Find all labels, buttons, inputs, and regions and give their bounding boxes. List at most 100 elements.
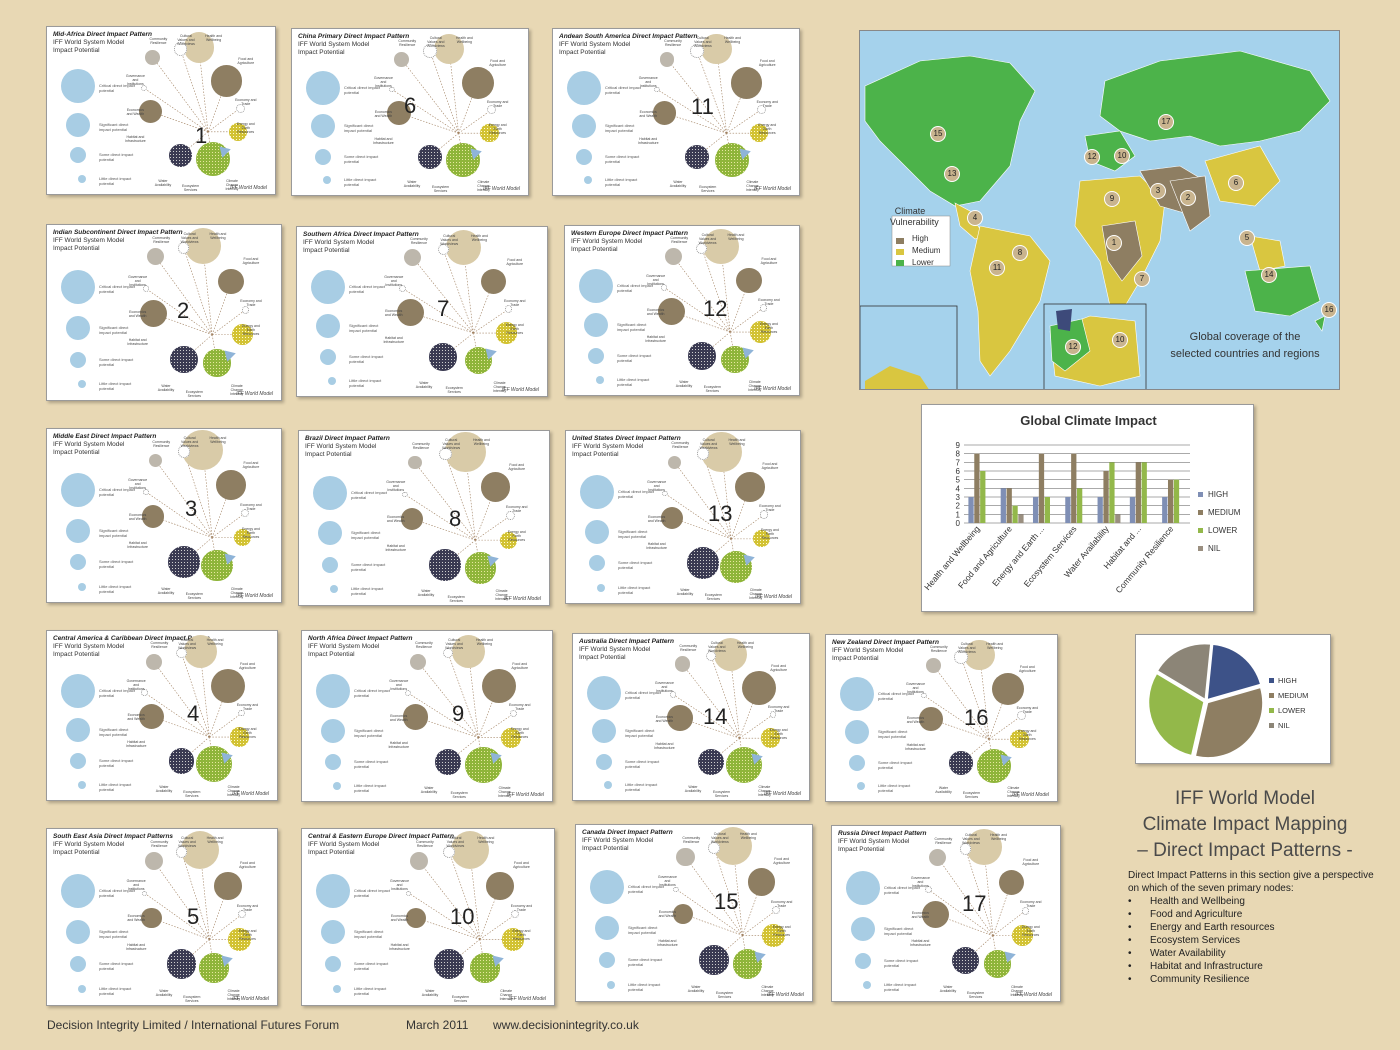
impact-node <box>688 342 716 370</box>
panel-number: 10 <box>450 904 475 929</box>
impact-node <box>434 949 465 980</box>
legend-label: Critical direct impact potential <box>354 888 391 899</box>
bar-lower <box>980 471 986 523</box>
legend-label: Some direct impact potential <box>99 356 134 367</box>
impact-node <box>511 910 520 919</box>
legend-circle <box>322 556 338 573</box>
node-label: Food and Agriculture <box>770 664 788 673</box>
legend-circle <box>78 380 86 389</box>
connector-line <box>731 514 765 540</box>
legend-label: Little direct impact potential <box>878 783 911 794</box>
footer-url[interactable]: www.decisionintegrity.co.uk <box>493 1018 639 1032</box>
pie-legend-label: HIGH <box>1278 676 1297 685</box>
panel-logo: IFF World Model <box>504 596 541 602</box>
impact-node <box>929 849 947 867</box>
connector-line <box>664 493 732 540</box>
pie-legend-label: NIL <box>1278 721 1290 730</box>
panel-title: Andean South America Direct Impact Patte… <box>559 33 698 40</box>
description-intro: Direct Impact Patterns in this section g… <box>1128 870 1374 894</box>
impact-panel-16: New Zealand Direct Impact Pattern IFF Wor… <box>825 634 1058 802</box>
node-label: Community Resilience <box>415 641 433 650</box>
map-region-marker: 17 <box>1158 114 1174 130</box>
node-label: Habitat and Infrastructure <box>654 741 675 750</box>
pie-slice-high <box>1207 644 1260 699</box>
panel-title: North Africa Direct Impact Pattern <box>308 635 413 642</box>
legend-circle <box>61 874 95 909</box>
panel-connectors <box>408 850 516 968</box>
impact-node <box>404 689 412 697</box>
legend-label: Critical direct impact potential <box>99 83 136 94</box>
node-label: Water Availability <box>669 180 687 189</box>
node-label: Climate Change Intensity <box>745 180 759 193</box>
connector-line <box>696 50 727 134</box>
panel-subtitle-line1: IFF World System Model <box>832 647 904 654</box>
impact-node <box>437 243 449 255</box>
impact-node <box>138 703 165 730</box>
node-label: Health and Wellbeing <box>724 35 742 44</box>
impact-node <box>918 707 943 731</box>
node-label: Energy and Earth Resources <box>505 322 524 335</box>
legend-label: Significant direct impact potential <box>878 729 908 740</box>
node-label: Climate Change Intensity <box>493 380 507 393</box>
legend-label: Little direct impact potential <box>354 986 387 997</box>
map-legend-lower: Lower <box>912 258 934 267</box>
impact-node <box>665 248 683 266</box>
panel-title: Mid-Africa Direct Impact Pattern <box>53 31 152 38</box>
impact-node <box>760 728 781 749</box>
node-label: Energy and Earth Resources <box>238 726 257 739</box>
node-label: Habitat and Infrastructure <box>383 336 405 345</box>
node-label: Economy and Trade <box>1020 900 1042 909</box>
impact-node <box>138 99 163 124</box>
legend-circle <box>313 475 347 510</box>
panel-subtitle-line2: Impact Potential <box>303 247 350 254</box>
impact-node <box>736 267 762 294</box>
legend-circle <box>584 313 608 338</box>
map-region-marker: 9 <box>1104 191 1120 207</box>
legend-label: Some direct impact potential <box>99 152 134 163</box>
impact-panel-13: United States Direct Impact Pattern IFF W… <box>565 430 801 604</box>
impact-node <box>429 343 458 371</box>
node-label: Community Resilience <box>149 37 168 46</box>
impact-node <box>684 144 709 169</box>
legend-label: Some direct impact potential <box>344 153 379 164</box>
impact-node <box>170 345 198 374</box>
legend-circle <box>572 114 596 139</box>
panel-subtitle-line1: IFF World System Model <box>559 41 631 48</box>
connector-line <box>183 247 213 335</box>
node-label: Governance and Institutions <box>384 274 404 287</box>
map-region-marker: 12 <box>1084 149 1100 165</box>
panel-logo: IFF World Model <box>1015 992 1052 998</box>
node-label: Economy and Trade <box>756 99 778 108</box>
legend-label: Significant direct impact potential <box>605 123 635 134</box>
panel-number: 5 <box>187 904 200 929</box>
node-label: Economics and Wealth <box>127 914 145 923</box>
node-label: Habitat and Infrastructure <box>637 136 659 145</box>
legend-circle <box>323 176 331 185</box>
map-region-marker: 11 <box>989 260 1005 276</box>
legend-label: Little direct impact potential <box>351 586 384 597</box>
node-label: Community Resilience <box>682 835 701 844</box>
connector-line <box>463 247 474 334</box>
legend-circle <box>851 916 875 941</box>
node-label: Ecosystem Services <box>185 591 203 600</box>
panel-logo: IFF World Model <box>767 992 804 998</box>
y-tick-label: 7 <box>956 458 961 467</box>
impact-node <box>760 510 769 519</box>
legend-circle <box>78 175 86 184</box>
map-region-marker: 10 <box>1114 148 1130 164</box>
panel-number: 4 <box>187 701 200 726</box>
panel-subtitle-line2: Impact Potential <box>308 651 355 658</box>
node-label: Economics and Wealth <box>658 910 677 919</box>
impact-node <box>168 546 200 578</box>
node-label: Governance and Institutions <box>126 878 146 891</box>
chart-title: Global Climate Impact <box>1020 413 1157 428</box>
map-coverage-line2: selected countries and regions <box>1170 348 1320 360</box>
legend-label: Significant direct impact potential <box>349 323 379 334</box>
legend-label: Some direct impact potential <box>605 153 640 164</box>
impact-node <box>451 635 485 669</box>
connector-line <box>212 512 246 538</box>
connector-line <box>965 848 994 936</box>
node-label: Climate Change Intensity <box>749 587 763 600</box>
legend-label: Critical direct impact potential <box>354 688 391 699</box>
node-label: Habitat and Infrastructure <box>127 338 148 347</box>
